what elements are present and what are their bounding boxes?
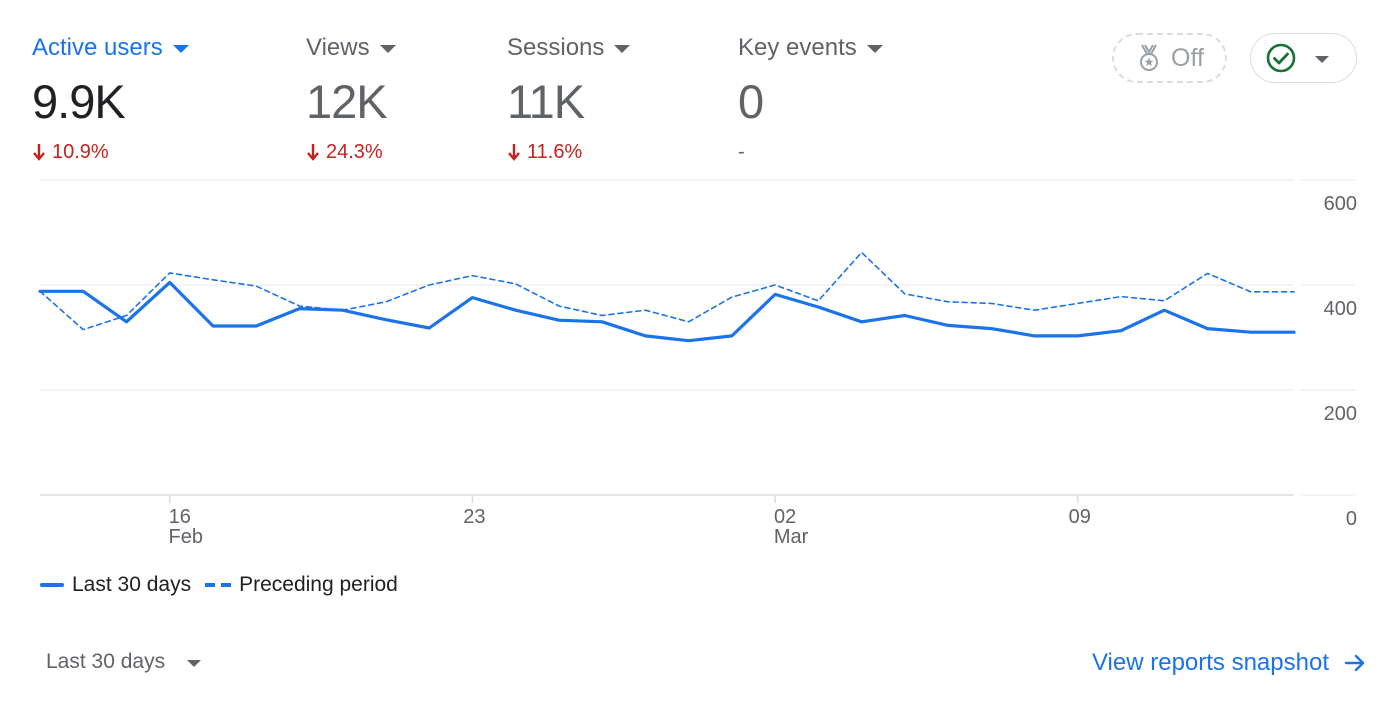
y-tick-label: 600 [1324, 193, 1357, 215]
y-tick-label: 200 [1324, 403, 1357, 425]
x-tick-label-day: 16 [169, 506, 191, 528]
chart-legend: Last 30 days Preceding period [40, 573, 398, 597]
date-range-dropdown[interactable]: Last 30 days [46, 650, 202, 674]
metric-tab-sessions[interactable]: Sessions 11K 11.6% [507, 30, 631, 164]
legend-item-last-30-days: Last 30 days [40, 573, 191, 597]
y-tick-label: 0 [1346, 508, 1357, 530]
view-reports-snapshot-link[interactable]: View reports snapshot [1092, 649, 1367, 677]
toggle-label: Off [1171, 43, 1204, 72]
metric-change: 10.9% [52, 140, 109, 163]
series-line-preceding-period [39, 251, 1295, 331]
link-label: View reports snapshot [1091, 649, 1329, 676]
metric-change: 11.6% [527, 140, 583, 163]
comparison-toggle-chip[interactable]: Off [1112, 33, 1227, 83]
metric-value: 12K [306, 75, 388, 128]
caret-down-icon [1315, 55, 1329, 63]
legend-swatch-dashed [205, 583, 232, 587]
metric-value: 9.9K [32, 75, 126, 128]
medal-icon [1140, 44, 1159, 71]
x-tick-label-month: Feb [168, 526, 202, 548]
metric-label: Views [306, 34, 370, 61]
caret-down-icon [614, 45, 631, 53]
x-tick-label-day: 09 [1069, 506, 1091, 528]
x-tick-label-day: 23 [463, 506, 485, 528]
x-tick-label-day: 02 [774, 506, 796, 528]
caret-down-icon [172, 45, 189, 53]
legend-label: Last 30 days [72, 573, 192, 596]
legend-swatch-solid [40, 583, 64, 587]
data-status-dropdown[interactable] [1250, 33, 1357, 83]
metric-tab-views[interactable]: Views 12K 24.3% [306, 30, 396, 164]
metric-change: - [738, 140, 745, 163]
date-range-label: Last 30 days [46, 650, 166, 673]
caret-down-icon [379, 45, 396, 53]
y-tick-label: 400 [1324, 298, 1357, 320]
legend-label: Preceding period [239, 573, 398, 596]
arrow-down-icon [33, 144, 45, 161]
metric-change: 24.3% [326, 140, 383, 163]
x-tick-label-month: Mar [774, 526, 809, 548]
metric-label: Sessions [507, 34, 605, 61]
arrow-right-icon [1344, 654, 1365, 672]
metric-label: Key events [738, 34, 857, 61]
arrow-down-icon [307, 144, 319, 161]
metric-tab-active-users[interactable]: Active users 9.9K 10.9% [32, 30, 189, 164]
series-line-last-30-days [38, 280, 1296, 343]
caret-down-icon [187, 659, 202, 667]
legend-item-preceding-period: Preceding period [205, 573, 398, 597]
metric-label: Active users [32, 34, 163, 61]
caret-down-icon [866, 45, 883, 53]
metric-value: 0 [738, 75, 764, 128]
metric-value: 11K [507, 75, 585, 128]
metric-tab-key-events[interactable]: Key events 0 - [738, 30, 883, 164]
arrow-down-icon [508, 144, 520, 161]
check-circle-icon [1266, 43, 1296, 73]
